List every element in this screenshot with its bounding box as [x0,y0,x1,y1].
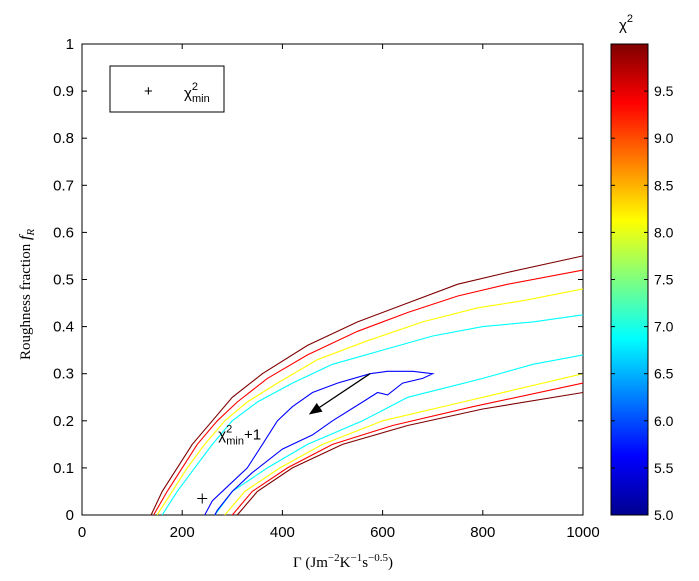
colorbar-tick-label: 9.5 [654,83,674,99]
y-tick-label: 0.7 [53,177,74,194]
x-tick-label: 0 [78,524,86,541]
contour-line-3-1 [214,354,584,516]
contour-line-1-0 [153,269,584,516]
legend-box [109,65,225,113]
x-tick-label: 600 [370,524,395,541]
colorbar-title: χ2 [619,13,633,34]
contour-lines [150,255,584,516]
y-tick-label: 0.6 [53,224,74,241]
x-tick-label: 400 [270,524,295,541]
colorbar-tick-label: 6.0 [654,413,674,429]
y-tick-label: 0 [66,507,74,524]
y-axis-ticks: 0 0.1 0.2 0.3 0.4 0.5 0.6 0.7 0.8 0.9 1 [53,36,583,524]
contour-line-4-0 [204,370,435,516]
y-tick-label: 0.4 [53,319,74,336]
colorbar [610,43,649,516]
colorbar-tick-label: 7.0 [654,319,674,335]
contour-line-2-1 [224,373,584,516]
chi2-min-marker [197,493,208,504]
y-tick-label: 0.1 [53,460,74,477]
annotation-sub: min [226,436,244,448]
contour-line-2-0 [156,288,584,516]
colorbar-tick-label: 7.5 [654,272,674,288]
x-tick-label: 200 [170,524,195,541]
colorbar-ticks: 5.0 5.5 6.0 6.5 7.0 7.5 8.0 8.5 9.0 9.5 [611,83,674,523]
annotation-arrow [308,373,371,415]
y-tick-label: 0.5 [53,272,74,289]
x-axis-ticks: 0 200 400 600 800 1000 [78,44,600,541]
annotation-label: χ2 min+1 [218,424,261,448]
annotation-base: χ [218,427,226,444]
y-tick-label: 0.2 [53,413,74,430]
x-axis-label: Γ (Jm−2K−1s−0.5) [293,552,393,571]
colorbar-tick-label: 5.5 [654,460,674,476]
contour-line-0-0 [150,255,584,516]
colorbar-tick-label: 9.0 [654,130,674,146]
legend-label-base: χ [184,85,192,102]
colorbar-tick-label: 8.0 [654,224,674,240]
contour-line-0-1 [236,391,584,516]
contour-line-3-0 [161,314,584,516]
legend-label-sub: min [192,93,210,105]
y-tick-label: 0.8 [53,130,74,147]
y-tick-label: 0.9 [53,83,74,100]
legend-marker: + [144,83,153,100]
x-tick-label: 800 [470,524,495,541]
y-tick-label: 1 [66,36,74,53]
y-tick-label: 0.3 [53,366,74,383]
legend-label: χ2 min [184,81,210,105]
y-axis-label: Roughness fraction fR [17,229,37,360]
legend: + χ2 min [109,65,225,113]
plot-frame [81,43,584,516]
colorbar-tick-label: 8.5 [654,177,674,193]
colorbar-tick-label: 5.0 [654,507,674,523]
contour-line-1-1 [231,382,584,516]
colorbar-tick-label: 6.5 [654,366,674,382]
x-tick-label: 1000 [566,524,599,541]
annotation-sup: 2 [226,424,232,436]
annotation-tail: +1 [244,427,261,444]
legend-label-sup: 2 [192,81,198,93]
